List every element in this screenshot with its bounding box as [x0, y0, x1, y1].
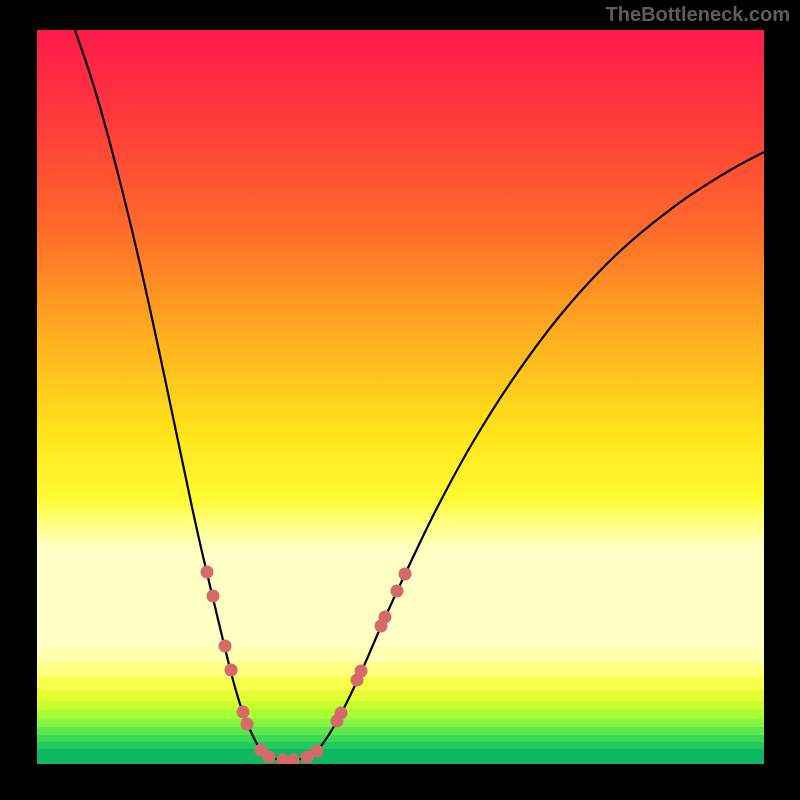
plot-area: [37, 30, 764, 764]
color-band: [37, 663, 764, 678]
color-band: [37, 701, 764, 711]
chart-container: TheBottleneck.com: [0, 0, 800, 800]
color-band: [37, 727, 764, 734]
color-band: [37, 735, 764, 742]
watermark-text: TheBottleneck.com: [606, 4, 790, 27]
main-gradient: [37, 30, 764, 647]
color-band: [37, 677, 764, 689]
color-band: [37, 690, 764, 701]
color-band: [37, 742, 764, 749]
color-band: [37, 647, 764, 663]
color-band: [37, 710, 764, 719]
color-band: [37, 749, 764, 764]
color-band: [37, 719, 764, 727]
